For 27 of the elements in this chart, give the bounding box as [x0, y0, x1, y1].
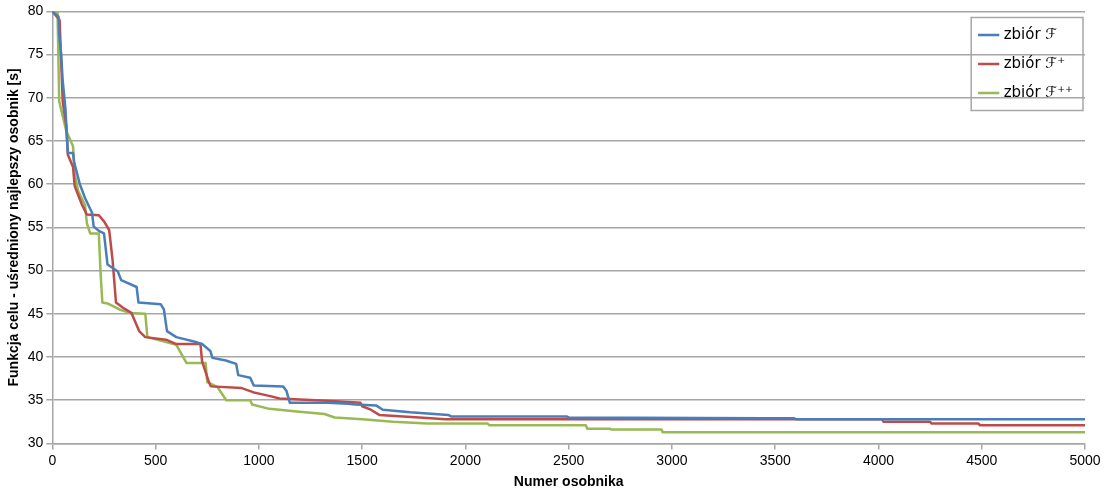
y-tick-label: 70	[27, 88, 44, 105]
y-axis-title: Funkcja celu - uśredniony najlepszy osobnik [s]	[5, 68, 22, 387]
x-tick-label: 1000	[243, 451, 275, 468]
y-tick-label: 50	[27, 261, 44, 278]
x-tick-label: 5000	[1069, 451, 1101, 468]
y-tick-label: 80	[27, 2, 44, 19]
y-tick-label: 35	[27, 391, 44, 408]
y-tick-label: 60	[27, 175, 44, 192]
y-tick-label: 45	[27, 304, 44, 321]
x-tick-label: 4500	[966, 451, 998, 468]
legend-label: zbiór ℱ	[1003, 24, 1058, 43]
y-tick-label: 75	[27, 45, 44, 62]
x-tick-label: 0	[48, 451, 57, 468]
x-tick-label: 2000	[449, 451, 482, 468]
x-tick-label: 1500	[346, 451, 378, 468]
legend-label: zbiór ℱ⁺⁺	[1003, 82, 1074, 101]
y-tick-label: 30	[27, 434, 44, 451]
y-tick-label: 40	[27, 347, 44, 364]
x-tick-label: 3500	[759, 451, 791, 468]
legend-label: zbiór ℱ⁺	[1003, 53, 1066, 72]
y-tick-label: 65	[27, 131, 44, 148]
y-tick-label: 55	[27, 218, 44, 235]
x-tick-label: 2500	[553, 451, 585, 468]
x-tick-label: 500	[143, 451, 168, 468]
x-tick-label: 3000	[656, 451, 688, 468]
x-axis-title: Numer osobnika	[513, 473, 624, 490]
x-tick-label: 4000	[862, 451, 895, 468]
